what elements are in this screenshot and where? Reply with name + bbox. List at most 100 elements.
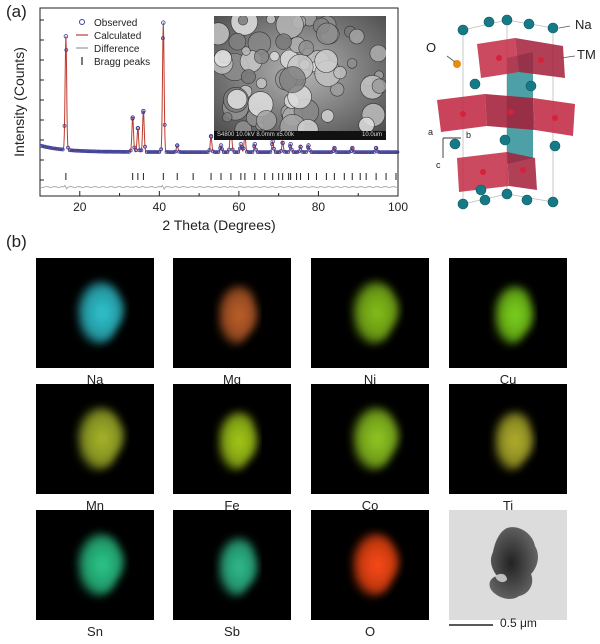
observed-point (146, 150, 151, 154)
observed-point (297, 149, 301, 154)
observed-point (320, 150, 325, 155)
observed-peak-point (218, 143, 224, 148)
observed-point (62, 124, 67, 128)
observed-point (381, 150, 386, 155)
eds-map-label: Mn (85, 498, 105, 513)
observed-point (196, 150, 201, 155)
observed-point (236, 150, 241, 155)
observed-point (169, 150, 174, 155)
observed-point (39, 143, 44, 148)
eds-map-signal (75, 406, 125, 472)
observed-point (160, 36, 165, 41)
eds-map-label: Mg (222, 372, 242, 387)
observed-point (223, 150, 228, 155)
observed-point (50, 146, 54, 151)
observed-point (391, 150, 396, 155)
crystal-label-tm: TM (577, 47, 596, 62)
observed-point (67, 148, 72, 153)
observed-point (343, 150, 348, 155)
o-leader-line (446, 55, 456, 63)
observed-point (203, 150, 208, 155)
observed-point (119, 149, 124, 154)
eds-map-signal (492, 410, 534, 472)
observed-point (214, 150, 219, 155)
observed-peak-point (332, 145, 337, 151)
observed-point (368, 150, 373, 155)
observed-point (382, 150, 387, 155)
observed-point (162, 123, 167, 127)
observed-point (100, 149, 104, 154)
observed-point (91, 149, 95, 154)
eds-map-mg (173, 258, 291, 368)
axis-label-b: b (466, 130, 472, 140)
observed-point (211, 149, 215, 154)
observed-point (359, 150, 364, 155)
observed-point (388, 150, 393, 155)
observed-point (187, 150, 192, 155)
panel-a-label: (a) (6, 2, 27, 21)
observed-point (271, 146, 276, 151)
observed-point (182, 150, 187, 155)
legend-observed-label: Observed (94, 18, 137, 29)
legend-calculated-label: Calculated (94, 31, 141, 42)
observed-point (80, 149, 85, 153)
observed-point (390, 150, 394, 155)
eds-map-signal (216, 536, 258, 598)
observed-point (257, 150, 262, 155)
observed-point (352, 150, 357, 154)
eds-map-signal (350, 532, 400, 598)
eds-map-signal (75, 280, 125, 346)
eds-map-sn (36, 510, 154, 620)
crystal-label-na: Na (575, 17, 592, 32)
tem-particle (489, 527, 538, 599)
eds-map-label: Ni (363, 372, 377, 387)
observed-point (101, 149, 106, 154)
observed-point (166, 150, 171, 154)
observed-point (76, 148, 81, 153)
observed-peak-point (306, 143, 311, 148)
observed-point (354, 150, 359, 155)
na-leader-line (558, 25, 571, 29)
series-difference (39, 184, 399, 190)
sem-footer-right: 10.0um (361, 132, 382, 138)
observed-point (98, 149, 103, 154)
na-atoms (449, 14, 561, 210)
axes-indicator (442, 137, 461, 158)
observed-point (372, 149, 377, 154)
tm-atoms (460, 55, 558, 175)
observed-point (230, 147, 235, 152)
observed-point (279, 148, 284, 153)
observed-point (227, 147, 232, 152)
observed-point (114, 149, 119, 154)
observed-point (144, 150, 149, 154)
observed-point (289, 147, 294, 152)
observed-point (75, 148, 79, 153)
crystal-structure-diagram (437, 14, 576, 210)
observed-point (314, 150, 319, 155)
observed-point (338, 150, 343, 155)
x-tick-label: 40 (153, 200, 167, 214)
observed-point (357, 150, 362, 155)
observed-point (150, 150, 155, 154)
observed-point (173, 149, 178, 154)
eds-map-signal (492, 284, 534, 346)
eds-map-signal (216, 410, 258, 472)
observed-point (316, 150, 321, 155)
eds-map-cu (449, 258, 567, 368)
observed-point (41, 144, 45, 149)
observed-peak-point (130, 115, 135, 120)
observed-point (125, 149, 129, 154)
eds-map-sb (173, 510, 291, 620)
observed-point (302, 150, 307, 155)
observed-peak-point (350, 145, 355, 151)
observed-point (341, 150, 346, 155)
legend-difference-label: Difference (94, 44, 140, 55)
observed-point (322, 150, 326, 155)
observed-peak-point (161, 20, 166, 25)
observed-point (225, 150, 230, 155)
eds-map-label: Sb (224, 624, 240, 639)
observed-point (112, 149, 117, 154)
observed-point (361, 150, 366, 155)
eds-map-fe (173, 384, 291, 494)
eds-map-mn (36, 384, 154, 494)
